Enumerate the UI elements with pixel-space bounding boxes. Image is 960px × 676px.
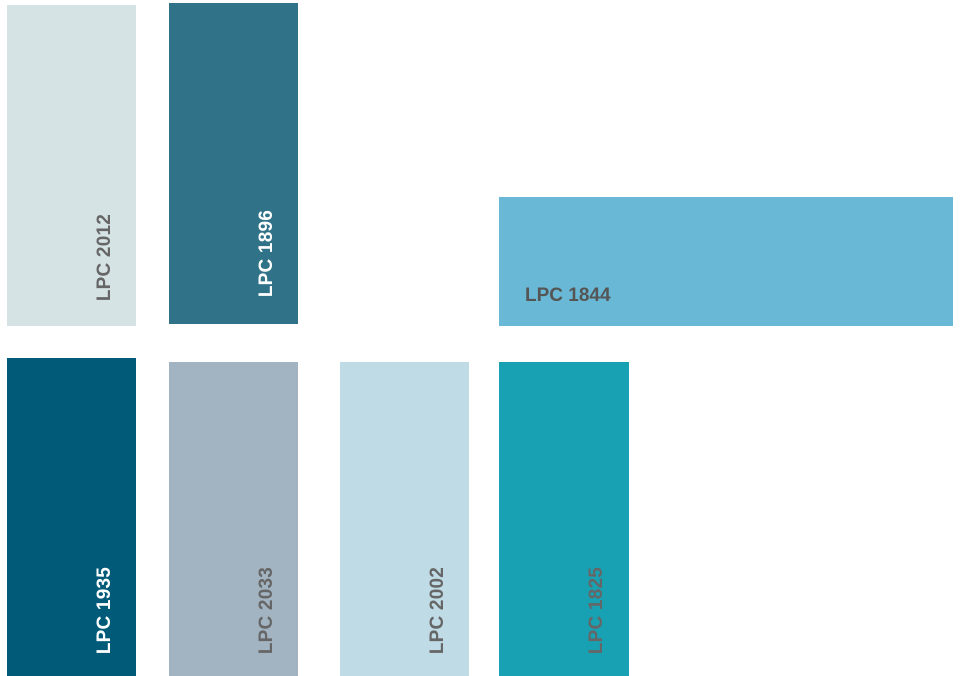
color-swatch-lpc-2012: LPC 2012 bbox=[7, 5, 136, 326]
swatch-label: LPC 2002 bbox=[427, 566, 448, 654]
swatch-label: LPC 2033 bbox=[256, 566, 277, 654]
swatch-label: LPC 1825 bbox=[586, 566, 607, 654]
swatch-label: LPC 2012 bbox=[94, 213, 115, 301]
color-swatch-lpc-2002: LPC 2002 bbox=[340, 362, 469, 676]
color-swatch-lpc-1935: LPC 1935 bbox=[7, 358, 136, 676]
swatch-label: LPC 1935 bbox=[94, 566, 115, 654]
swatch-label: LPC 1896 bbox=[256, 209, 277, 297]
color-swatch-lpc-1844: LPC 1844 bbox=[499, 197, 953, 326]
color-swatch-lpc-1825: LPC 1825 bbox=[499, 362, 629, 676]
swatch-label: LPC 1844 bbox=[525, 285, 611, 306]
color-swatch-lpc-2033: LPC 2033 bbox=[169, 362, 298, 676]
color-swatch-lpc-1896: LPC 1896 bbox=[169, 3, 298, 324]
